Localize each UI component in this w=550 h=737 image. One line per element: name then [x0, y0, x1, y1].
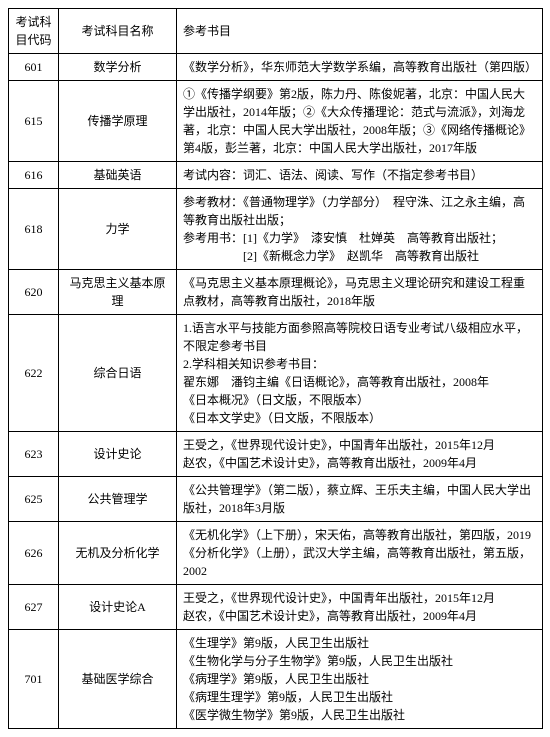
cell-name: 马克思主义基本原理 — [59, 270, 177, 315]
table-row: 618力学参考教材：《普通物理学》（力学部分） 程守洙、江之永主编，高等教育出版… — [9, 189, 543, 270]
table-row: 627设计史论A王受之，《世界现代设计史》，中国青年出版社，2015年12月赵农… — [9, 585, 543, 630]
cell-code: 701 — [9, 630, 59, 729]
cell-name: 综合日语 — [59, 315, 177, 432]
cell-refs: 《数学分析》，华东师范大学数学系编，高等教育出版社（第四版） — [177, 54, 543, 81]
table-row: 623设计史论王受之，《世界现代设计史》，中国青年出版社，2015年12月赵农，… — [9, 432, 543, 477]
cell-name: 设计史论 — [59, 432, 177, 477]
cell-code: 625 — [9, 477, 59, 522]
cell-code: 618 — [9, 189, 59, 270]
cell-refs: 王受之，《世界现代设计史》，中国青年出版社，2015年12月赵农，《中国艺术设计… — [177, 432, 543, 477]
table-row: 626无机及分析化学《无机化学》（上下册），宋天佑，高等教育出版社，第四版，20… — [9, 522, 543, 585]
table-row: 625公共管理学《公共管理学》（第二版），蔡立辉、王乐夫主编，中国人民大学出版社… — [9, 477, 543, 522]
cell-name: 设计史论A — [59, 585, 177, 630]
table-row: 622综合日语1.语言水平与技能方面参照高等院校日语专业考试八级相应水平，不限定… — [9, 315, 543, 432]
table-row: 601数学分析《数学分析》，华东师范大学数学系编，高等教育出版社（第四版） — [9, 54, 543, 81]
cell-refs: 参考教材：《普通物理学》（力学部分） 程守洙、江之永主编，高等教育出版社出版；参… — [177, 189, 543, 270]
cell-name: 传播学原理 — [59, 81, 177, 162]
cell-code: 622 — [9, 315, 59, 432]
reference-books-table: 考试科目代码 考试科目名称 参考书目 601数学分析《数学分析》，华东师范大学数… — [8, 8, 543, 729]
table-row: 615传播学原理①《传播学纲要》第2版，陈力丹、陈俊妮著，北京：中国人民大学出版… — [9, 81, 543, 162]
cell-code: 616 — [9, 162, 59, 189]
cell-name: 基础医学综合 — [59, 630, 177, 729]
cell-refs: 《公共管理学》（第二版），蔡立辉、王乐夫主编，中国人民大学出版社，2018年3月… — [177, 477, 543, 522]
cell-refs: 1.语言水平与技能方面参照高等院校日语专业考试八级相应水平，不限定参考书目2.学… — [177, 315, 543, 432]
cell-code: 626 — [9, 522, 59, 585]
cell-name: 基础英语 — [59, 162, 177, 189]
table-row: 616基础英语考试内容：词汇、语法、阅读、写作（不指定参考书目） — [9, 162, 543, 189]
cell-refs: 《无机化学》（上下册），宋天佑，高等教育出版社，第四版，2019《分析化学》（上… — [177, 522, 543, 585]
cell-refs: ①《传播学纲要》第2版，陈力丹、陈俊妮著，北京：中国人民大学出版社，2014年版… — [177, 81, 543, 162]
table-row: 620马克思主义基本原理《马克思主义基本原理概论》，马克思主义理论研究和建设工程… — [9, 270, 543, 315]
cell-name: 公共管理学 — [59, 477, 177, 522]
cell-name: 数学分析 — [59, 54, 177, 81]
col-head-name: 考试科目名称 — [59, 9, 177, 54]
cell-name: 无机及分析化学 — [59, 522, 177, 585]
cell-name: 力学 — [59, 189, 177, 270]
cell-refs: 王受之，《世界现代设计史》，中国青年出版社，2015年12月赵农，《中国艺术设计… — [177, 585, 543, 630]
cell-code: 623 — [9, 432, 59, 477]
col-head-code: 考试科目代码 — [9, 9, 59, 54]
cell-refs: 《马克思主义基本原理概论》，马克思主义理论研究和建设工程重点教材，高等教育出版社… — [177, 270, 543, 315]
table-header-row: 考试科目代码 考试科目名称 参考书目 — [9, 9, 543, 54]
cell-code: 620 — [9, 270, 59, 315]
cell-code: 627 — [9, 585, 59, 630]
cell-refs: 《生理学》第9版，人民卫生出版社《生物化学与分子生物学》第9版，人民卫生出版社《… — [177, 630, 543, 729]
table-row: 701基础医学综合《生理学》第9版，人民卫生出版社《生物化学与分子生物学》第9版… — [9, 630, 543, 729]
cell-code: 601 — [9, 54, 59, 81]
cell-code: 615 — [9, 81, 59, 162]
col-head-refs: 参考书目 — [177, 9, 543, 54]
cell-refs: 考试内容：词汇、语法、阅读、写作（不指定参考书目） — [177, 162, 543, 189]
